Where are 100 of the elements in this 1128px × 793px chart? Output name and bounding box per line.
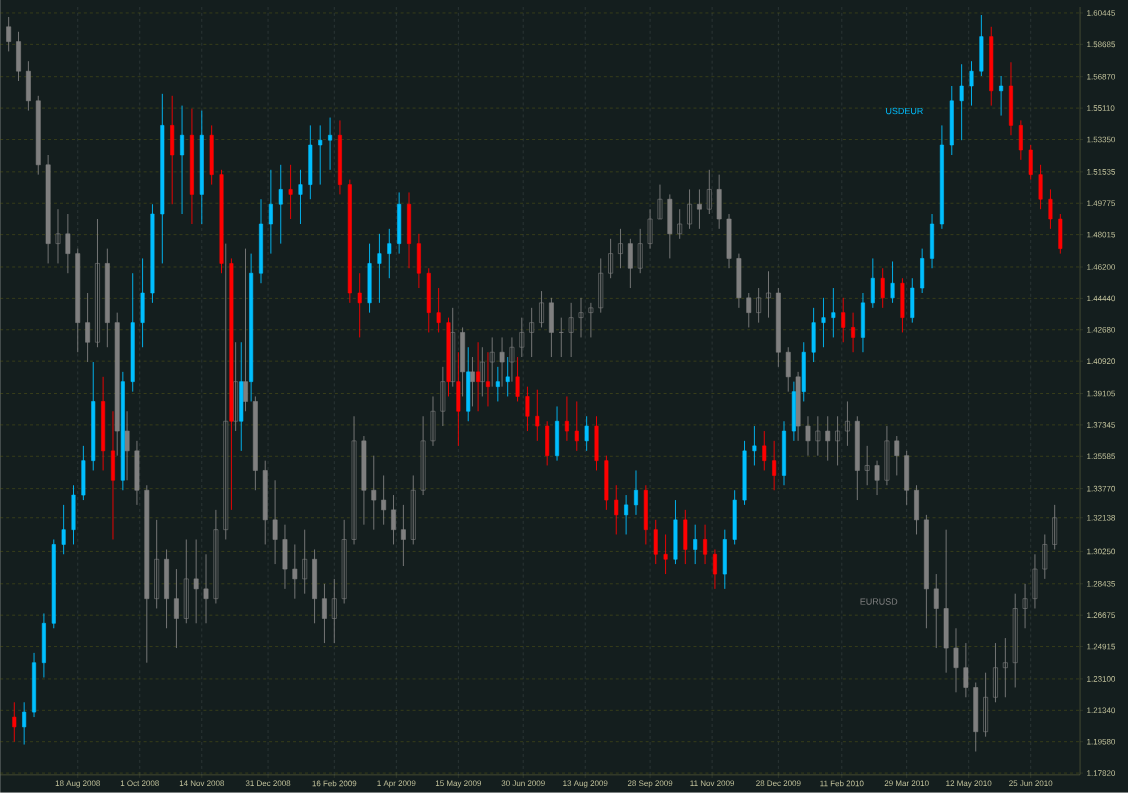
candlestick [910,277,915,324]
candlestick [410,475,416,545]
candlestick [1048,189,1053,230]
candlestick [742,440,747,506]
candlestick [193,539,199,624]
candlestick [870,258,875,309]
candlestick [150,203,155,304]
candlestick [357,272,362,338]
candlestick [371,455,377,531]
candlestick [446,317,451,397]
candlestick [722,529,727,590]
candlestick [292,544,298,600]
candlestick [367,243,372,314]
candlestick [489,337,495,388]
candlestick [170,95,175,205]
candlestick [959,63,964,141]
candlestick [732,489,737,545]
candlestick [387,228,392,279]
candlestick [864,445,870,486]
candlestick [288,164,293,220]
candlestick [81,445,86,501]
candlestick [667,194,673,259]
candlestick [12,701,17,743]
candlestick [683,509,688,565]
candlestick [318,125,323,186]
candlestick [1038,164,1043,210]
candlestick [785,346,791,393]
candlestick [519,317,525,358]
candlestick [815,415,821,457]
candlestick [584,415,589,452]
candlestick [91,361,96,471]
candlestick [979,14,984,77]
candlestick [825,415,831,462]
candlestick [219,169,224,274]
candlestick [969,60,974,107]
candlestick [22,701,27,746]
candlestick [341,519,347,604]
candlestick [821,297,826,348]
candlestick [989,26,994,107]
candlestick [663,534,668,575]
candlestick [535,389,540,442]
candlestick [894,435,900,476]
candlestick [515,356,520,402]
candlestick [160,93,165,264]
candlestick [1042,534,1048,580]
candlestick [114,312,120,457]
candlestick [762,430,767,471]
candlestick [229,258,234,511]
candlestick [298,169,303,225]
candlestick [693,524,698,565]
candlestick [1028,144,1033,181]
candlestick [841,297,846,343]
candlestick [890,261,895,304]
candlestick [835,415,840,466]
candlestick [35,95,41,176]
candlestick [278,164,283,245]
candlestick [495,366,500,402]
candlestick [545,420,550,466]
candlestick [199,110,204,225]
candlestick [51,539,56,629]
candlestick [347,179,352,304]
candlestick [223,243,229,540]
candlestick [61,504,66,555]
candlestick [381,475,387,526]
candlestick [436,287,441,333]
candlestick [426,267,431,333]
candlestick [505,356,510,397]
candlestick [614,484,619,535]
candlestick [801,341,806,402]
candlestick [262,460,268,545]
candlestick [308,125,313,200]
candlestick [525,386,530,432]
candlestick [604,455,609,511]
candlestick [653,519,658,565]
candlestick [766,270,771,319]
candlestick [1058,213,1063,255]
candlestick [637,228,643,274]
candlestick [574,401,579,452]
candlestick [588,302,594,338]
candlestick [239,341,244,452]
candlestick [144,484,150,664]
candlestick [920,248,925,294]
candlestick [456,351,461,447]
candlestick [949,85,954,156]
candlestick [900,277,905,333]
candlestick [752,425,757,466]
candlestick [880,267,885,309]
candlestick [1012,593,1018,688]
text: EURUSD [860,598,898,605]
candlestick [746,292,752,328]
candlestick [933,573,939,649]
candlestick [140,258,145,348]
text: USDEUR [886,107,923,115]
candlestick [209,125,214,186]
candlestick [673,499,678,565]
candlestick [716,174,722,230]
candlestick [130,272,135,393]
candlestick [973,682,979,753]
candlestick [598,258,604,314]
candlestick [811,307,816,363]
